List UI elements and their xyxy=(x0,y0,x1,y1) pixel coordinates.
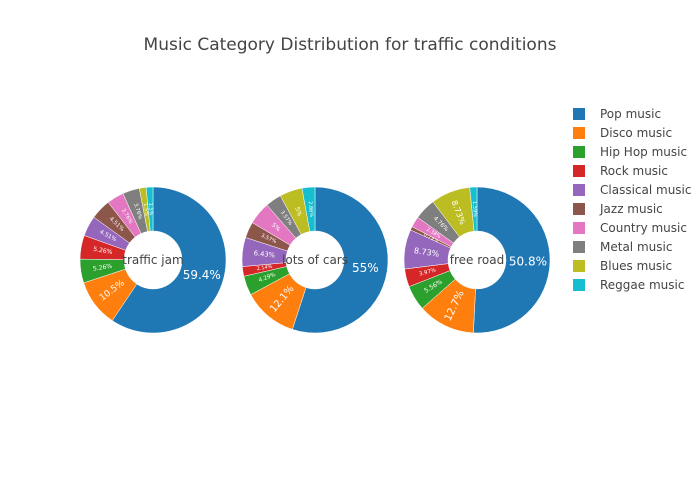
slice-label: 1.5% xyxy=(142,203,150,217)
donut-center-label: lots of cars xyxy=(282,253,348,267)
slice-label: 6.43% xyxy=(253,249,276,259)
donut-lots-of-cars: 55%12.1%4.29%2.14%6.43%3.57%5%3.57% 5% 2.8… xyxy=(241,186,389,334)
slice-label: 5% xyxy=(293,206,303,218)
slice-label: 5.26% xyxy=(93,246,113,256)
legend[interactable]: Pop music Disco music Hip Hop music Rock mu… xyxy=(573,107,691,292)
slice-label: 50.8% xyxy=(509,254,547,268)
legend-swatch xyxy=(573,241,585,253)
legend-label: Country music xyxy=(600,221,687,235)
slice-reggae-music[interactable] xyxy=(145,186,154,232)
slice-label: 59.4% xyxy=(183,268,221,282)
slice-label: 3.97% xyxy=(419,268,437,278)
legend-item-pop-music[interactable]: Pop music xyxy=(573,107,661,121)
legend-swatch xyxy=(573,184,585,196)
legend-item-hip-hop-music[interactable]: Hip Hop music xyxy=(573,145,687,159)
slice-label: 2.14% xyxy=(256,264,273,272)
slice-pop-music[interactable] xyxy=(473,186,551,334)
legend-label: Pop music xyxy=(600,107,661,121)
legend-label: Blues music xyxy=(600,259,672,273)
legend-label: Hip Hop music xyxy=(600,145,687,159)
legend-item-reggae-music[interactable]: Reggae music xyxy=(573,278,684,292)
legend-item-rock-music[interactable]: Rock music xyxy=(573,164,668,178)
chart-title: Music Category Distribution for traffic … xyxy=(144,35,557,55)
legend-item-country-music[interactable]: Country music xyxy=(573,221,687,235)
legend-label: Metal music xyxy=(600,240,672,254)
slice-label: 8.73% xyxy=(413,246,440,259)
slice-reggae-music[interactable] xyxy=(301,186,316,232)
slice-label: 1.5% xyxy=(147,203,154,216)
legend-label: Jazz music xyxy=(599,202,663,216)
legend-swatch xyxy=(573,279,585,291)
donut-free-road: 50.8%12.7%5.56%3.97%8.73%0.79%2.38%4.76%… xyxy=(403,186,551,334)
legend-item-blues-music[interactable]: Blues music xyxy=(573,259,672,273)
legend-item-classical-music[interactable]: Classical music xyxy=(573,183,691,197)
donut-traffic-jam: 59.4%10.5%5.26%5.26%4.51%4.51%3.76%3.76%… xyxy=(79,186,227,334)
legend-swatch xyxy=(573,127,585,139)
legend-label: Disco music xyxy=(600,126,672,140)
legend-swatch xyxy=(573,203,585,215)
slice-label: 4.29% xyxy=(258,272,277,284)
legend-label: Rock music xyxy=(600,164,668,178)
slice-reggae-music[interactable] xyxy=(469,186,478,232)
legend-swatch xyxy=(573,260,585,272)
slice-label: 1.59% xyxy=(471,201,478,217)
donut-center-label: free road xyxy=(450,253,504,267)
slice-label: 5.26% xyxy=(93,263,113,273)
slice-pop-music[interactable] xyxy=(292,186,389,334)
legend-swatch xyxy=(573,108,585,120)
legend-item-disco-music[interactable]: Disco music xyxy=(573,126,672,140)
legend-swatch xyxy=(573,146,585,158)
legend-item-metal-music[interactable]: Metal music xyxy=(573,240,672,254)
legend-swatch xyxy=(573,222,585,234)
legend-label: Classical music xyxy=(600,183,691,197)
slice-label: 2.86% xyxy=(307,201,314,218)
slice-label: 5% xyxy=(270,222,282,234)
legend-item-jazz-music[interactable]: Jazz music xyxy=(573,202,663,216)
legend-swatch xyxy=(573,165,585,177)
slice-label: 3.76% xyxy=(132,203,143,221)
legend-label: Reggae music xyxy=(600,278,684,292)
slice-label: 55% xyxy=(352,261,379,275)
donut-center-label: traffic jam xyxy=(122,253,183,267)
pies-group: 59.4%10.5%5.26%5.26%4.51%4.51%3.76%3.76%… xyxy=(79,186,551,334)
